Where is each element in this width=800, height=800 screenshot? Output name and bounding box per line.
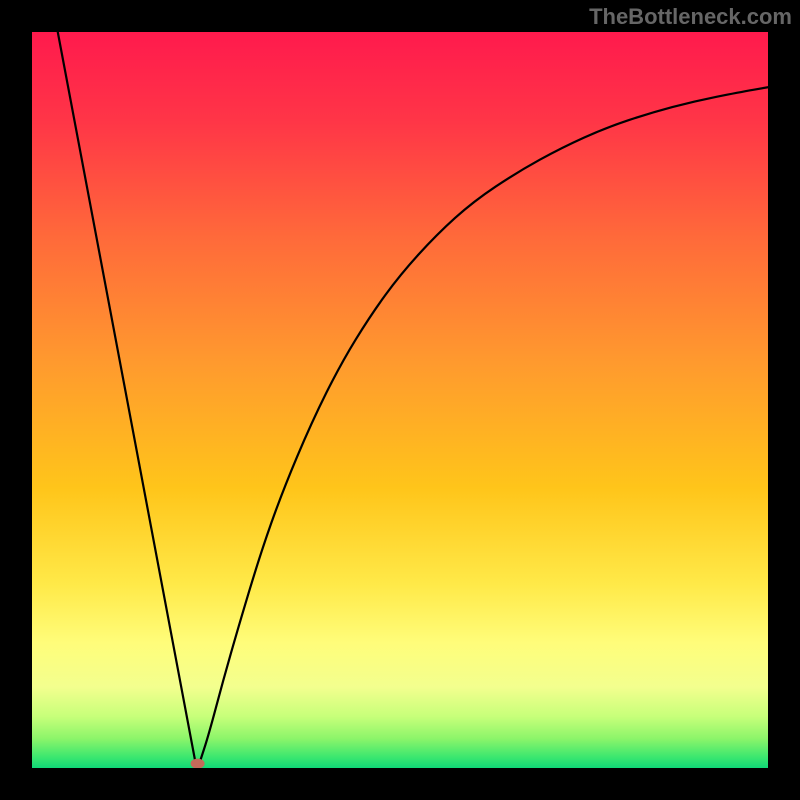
chart-container: TheBottleneck.com	[0, 0, 800, 800]
bottleneck-plot	[32, 32, 768, 768]
gradient-background	[32, 32, 768, 768]
watermark-text: TheBottleneck.com	[589, 4, 792, 30]
